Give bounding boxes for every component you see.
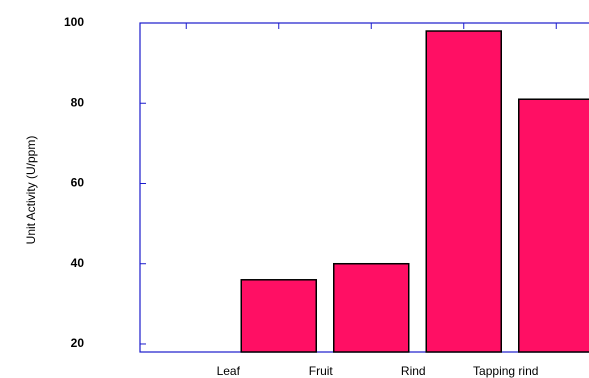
bar <box>425 30 502 353</box>
x-tick-label: Leaf <box>217 364 241 378</box>
y-tick-label: 20 <box>71 336 85 350</box>
y-axis-label: Unit Activity (U/ppm) <box>24 136 38 245</box>
x-tick-label: Tapping rind <box>473 364 538 378</box>
y-tick-label: 60 <box>71 176 85 190</box>
x-tick-label: Rind <box>401 364 426 378</box>
y-tick-label: 100 <box>64 15 84 29</box>
x-tick-label: Fruit <box>309 364 334 378</box>
bar <box>333 262 410 353</box>
y-tick-label: 40 <box>71 256 85 270</box>
bar <box>518 98 589 353</box>
y-tick-label: 80 <box>71 95 85 109</box>
bar <box>240 279 317 353</box>
